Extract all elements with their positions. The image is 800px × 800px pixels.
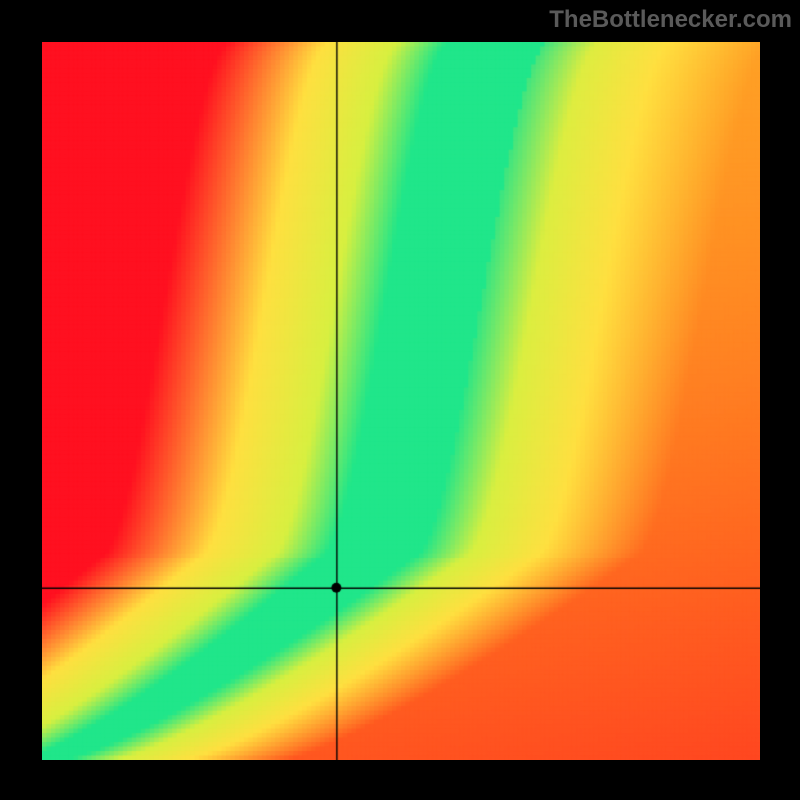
watermark-text: TheBottlenecker.com	[549, 6, 792, 34]
overlay-canvas	[42, 42, 760, 760]
chart-stage: TheBottlenecker.com	[0, 0, 800, 800]
